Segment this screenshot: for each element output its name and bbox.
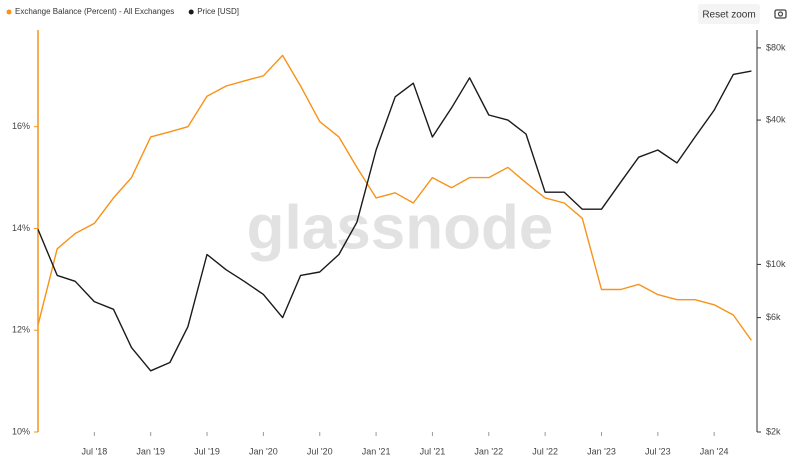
series-line [37, 54, 752, 341]
x-tick-label: Jul '22 [532, 446, 558, 456]
series-line [37, 70, 752, 372]
x-tick-label: Jul '18 [81, 446, 107, 456]
y2-tick-label: $2k [766, 426, 781, 436]
legend-label: Price [USD] [197, 7, 239, 16]
x-tick-label: Jul '19 [194, 446, 220, 456]
x-tick-label: Jul '23 [645, 446, 671, 456]
x-tick-label: Jan '21 [362, 446, 391, 456]
x-tick-label: Jan '24 [700, 446, 729, 456]
y-tick-label: 10% [12, 426, 30, 436]
watermark: glassnode [247, 193, 554, 262]
y-tick-label: 16% [12, 121, 30, 131]
y2-tick-label: $10k [766, 259, 786, 269]
camera-icon[interactable] [774, 9, 787, 19]
legend-label: Exchange Balance (Percent) - All Exchang… [15, 7, 174, 16]
x-tick-label: Jan '23 [587, 446, 616, 456]
x-tick-label: Jan '20 [249, 446, 278, 456]
y-tick-label: 14% [12, 223, 30, 233]
x-tick-label: Jan '19 [136, 446, 165, 456]
y2-tick-label: $80k [766, 42, 786, 52]
y2-tick-label: $6k [766, 312, 781, 322]
reset-zoom-label[interactable]: Reset zoom [702, 10, 755, 21]
legend-marker [188, 9, 194, 15]
reset-zoom-button[interactable] [698, 4, 760, 24]
x-tick-label: Jul '20 [307, 446, 333, 456]
y2-tick-label: $40k [766, 114, 786, 124]
x-tick-label: Jul '21 [420, 446, 446, 456]
x-tick-label: Jan '22 [474, 446, 503, 456]
y-tick-label: 12% [12, 325, 30, 335]
legend-marker [6, 9, 12, 15]
